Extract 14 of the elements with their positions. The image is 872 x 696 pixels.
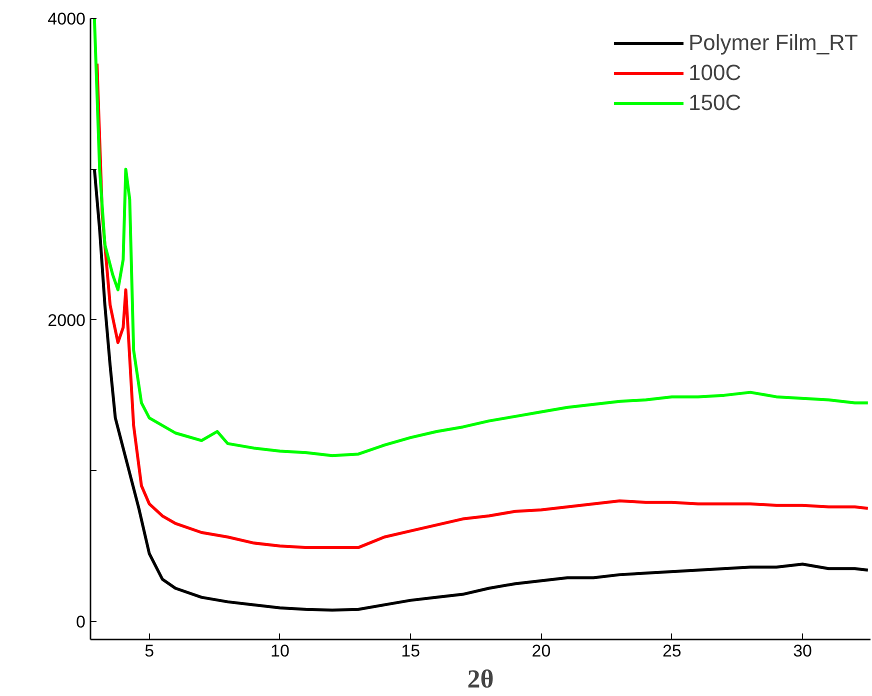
x-tick-label: 15: [401, 642, 420, 660]
y-tick-label: 0: [76, 612, 86, 632]
y-tick-label: 2000: [48, 310, 86, 330]
x-tick-label: 5: [144, 642, 154, 660]
x-tick-label: 25: [662, 642, 682, 660]
y-tick-label: 4000: [48, 10, 86, 28]
line-series: [92, 18, 870, 458]
legend-label: 150C: [688, 90, 742, 116]
x-axis-title: 2θ: [467, 664, 494, 694]
legend-label: 100C: [688, 60, 742, 86]
x-tick-label: 20: [532, 642, 551, 660]
x-tick-label: 30: [793, 642, 812, 660]
x-tick-label: 10: [270, 642, 290, 660]
legend-label: Polymer Film_RT: [688, 30, 858, 56]
